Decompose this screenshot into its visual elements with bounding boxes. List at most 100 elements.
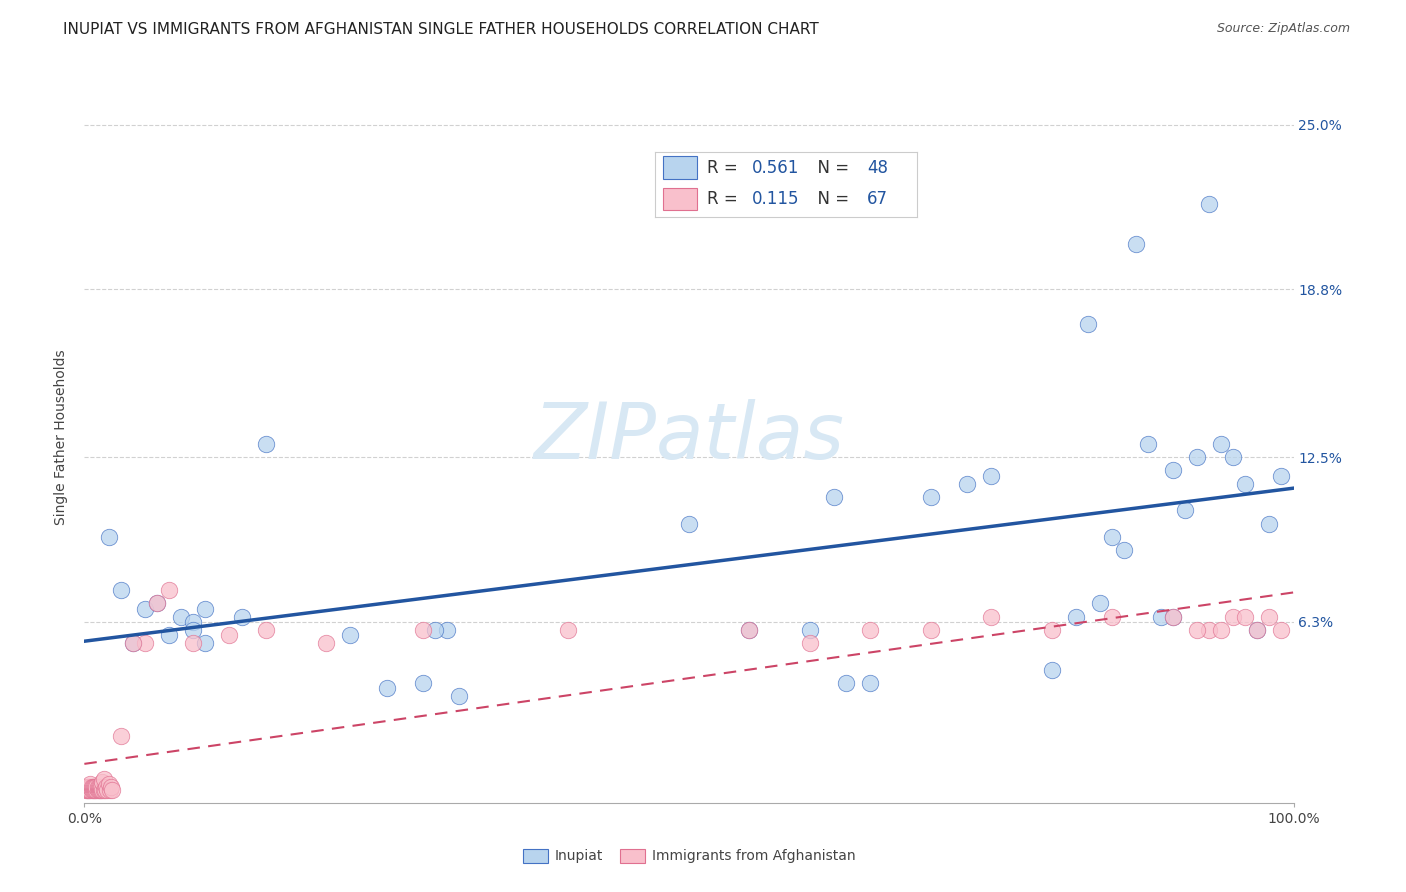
- Point: [254, 436, 277, 450]
- Point: [89, 782, 111, 797]
- Text: 0.561: 0.561: [752, 160, 800, 178]
- Point: [146, 596, 169, 610]
- Point: [1088, 596, 1111, 610]
- Point: [254, 623, 277, 637]
- Text: Source: ZipAtlas.com: Source: ZipAtlas.com: [1216, 22, 1350, 36]
- Point: [86, 780, 108, 794]
- Point: [1161, 609, 1184, 624]
- Point: [1234, 609, 1257, 624]
- Bar: [664, 156, 697, 179]
- Point: [1246, 623, 1268, 637]
- Point: [181, 636, 204, 650]
- Point: [82, 782, 104, 797]
- Point: [82, 780, 104, 794]
- Text: 67: 67: [868, 190, 889, 209]
- Text: ZIPatlas: ZIPatlas: [533, 399, 845, 475]
- Point: [557, 623, 579, 637]
- Point: [1209, 623, 1232, 637]
- Point: [1270, 623, 1292, 637]
- Point: [1234, 476, 1257, 491]
- Point: [91, 782, 114, 797]
- Point: [98, 782, 121, 797]
- Point: [83, 780, 105, 794]
- Point: [97, 777, 120, 791]
- Point: [412, 676, 434, 690]
- Point: [1040, 663, 1063, 677]
- Point: [157, 628, 180, 642]
- Point: [94, 780, 117, 794]
- Point: [423, 623, 446, 637]
- Point: [79, 782, 101, 797]
- Point: [1198, 623, 1220, 637]
- Point: [157, 582, 180, 597]
- Point: [86, 782, 108, 797]
- Point: [315, 636, 337, 650]
- Point: [980, 609, 1002, 624]
- Point: [799, 636, 821, 650]
- Text: 48: 48: [868, 160, 889, 178]
- Point: [1077, 317, 1099, 331]
- Point: [80, 780, 103, 794]
- Point: [96, 782, 118, 797]
- Point: [194, 601, 217, 615]
- Point: [83, 782, 105, 797]
- Text: 0.115: 0.115: [752, 190, 800, 209]
- Point: [1161, 463, 1184, 477]
- Point: [859, 676, 882, 690]
- Point: [84, 780, 107, 794]
- Point: [1198, 197, 1220, 211]
- Point: [76, 780, 98, 794]
- Point: [738, 623, 761, 637]
- Text: N =: N =: [807, 190, 855, 209]
- Point: [1161, 609, 1184, 624]
- Text: INUPIAT VS IMMIGRANTS FROM AFGHANISTAN SINGLE FATHER HOUSEHOLDS CORRELATION CHAR: INUPIAT VS IMMIGRANTS FROM AFGHANISTAN S…: [63, 22, 820, 37]
- Point: [920, 490, 942, 504]
- Point: [75, 780, 97, 794]
- Point: [121, 636, 143, 650]
- Point: [1125, 237, 1147, 252]
- Point: [678, 516, 700, 531]
- Point: [738, 623, 761, 637]
- Point: [110, 582, 132, 597]
- Point: [1222, 609, 1244, 624]
- Point: [76, 782, 98, 797]
- Point: [956, 476, 979, 491]
- Point: [80, 782, 103, 797]
- Point: [835, 676, 858, 690]
- Point: [87, 782, 110, 797]
- Point: [823, 490, 845, 504]
- Point: [1040, 623, 1063, 637]
- Point: [859, 623, 882, 637]
- Point: [799, 623, 821, 637]
- Point: [1258, 609, 1281, 624]
- Point: [1258, 516, 1281, 531]
- Point: [87, 780, 110, 794]
- Point: [1114, 543, 1136, 558]
- Point: [79, 777, 101, 791]
- Point: [920, 623, 942, 637]
- Point: [412, 623, 434, 637]
- Point: [84, 782, 107, 797]
- Point: [1246, 623, 1268, 637]
- Point: [101, 782, 124, 797]
- Point: [91, 774, 114, 789]
- Legend: Inupiat, Immigrants from Afghanistan: Inupiat, Immigrants from Afghanistan: [517, 843, 860, 869]
- Point: [1101, 609, 1123, 624]
- Point: [86, 782, 108, 797]
- Text: R =: R =: [707, 160, 744, 178]
- Point: [1064, 609, 1087, 624]
- Point: [93, 782, 115, 797]
- Point: [436, 623, 458, 637]
- Point: [1185, 450, 1208, 464]
- Point: [375, 681, 398, 696]
- Point: [100, 780, 122, 794]
- Point: [170, 609, 193, 624]
- Point: [77, 782, 100, 797]
- Point: [86, 780, 108, 794]
- Point: [79, 780, 101, 794]
- Bar: [664, 187, 697, 211]
- Point: [89, 780, 111, 794]
- Point: [90, 780, 112, 794]
- Text: R =: R =: [707, 190, 744, 209]
- Point: [77, 780, 100, 794]
